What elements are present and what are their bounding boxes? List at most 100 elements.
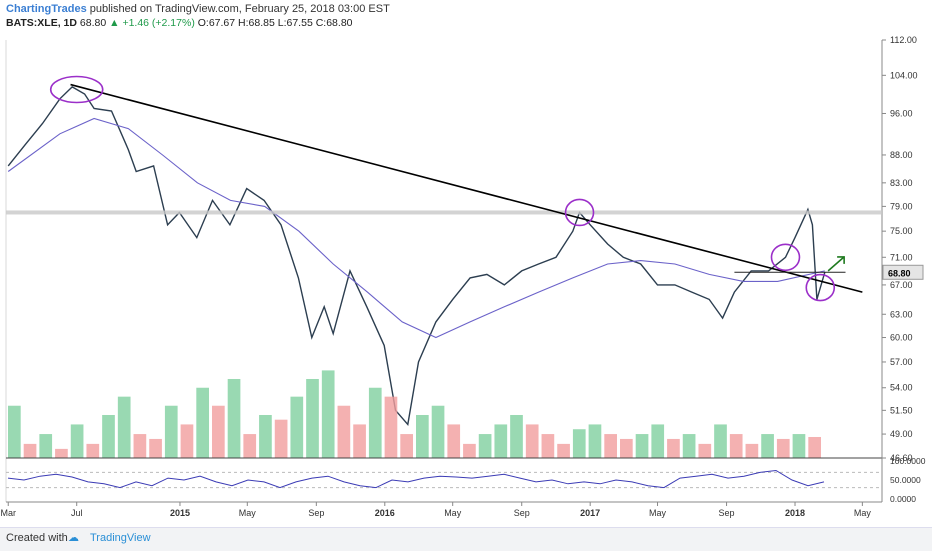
price-line: [7, 86, 826, 426]
volume-bar: [494, 424, 508, 458]
volume-bar: [353, 424, 366, 458]
y-tick-label: 60.00: [890, 333, 913, 343]
price-chart[interactable]: 112.00 104.00 96.00 88.00 83.00 79.00 75.00 71.…: [0, 0, 932, 527]
highlight-circle: [49, 75, 104, 104]
volume-bar: [196, 387, 209, 458]
up-arrow-icon: ▲: [109, 17, 120, 29]
y-tick-label: 49.00: [890, 429, 913, 439]
volume-bar: [164, 405, 178, 458]
x-tick-label: Sep: [719, 508, 735, 518]
volume-bar: [776, 438, 790, 458]
y-tick-label: 83.00: [890, 178, 913, 188]
rsi-pane[interactable]: [6, 457, 882, 489]
y-tick-label: 79.00: [890, 201, 913, 211]
y-tick-label: 71.00: [890, 252, 913, 262]
volume-bar: [682, 434, 696, 458]
volume-bar: [431, 405, 445, 458]
descending-trendline: [70, 83, 863, 293]
author-link[interactable]: ChartingTrades: [6, 3, 87, 15]
volume-bar: [384, 396, 398, 458]
x-tick-label: Sep: [514, 508, 530, 518]
symbol-ticker[interactable]: BATS:XLE, 1D: [6, 17, 77, 29]
x-tick-label: May: [854, 508, 872, 518]
y-tick-label: 63.00: [890, 309, 913, 319]
volume-bar: [23, 443, 37, 458]
rsi-tick-label: 50.0000: [890, 475, 921, 485]
volume-bar: [463, 443, 476, 458]
x-tick-label: 2017: [580, 508, 600, 518]
annotations: [6, 75, 882, 302]
volume-bar: [212, 405, 225, 458]
volume-bar: [180, 424, 194, 458]
x-tick-label: May: [444, 508, 462, 518]
tradingview-brand-link[interactable]: TradingView: [90, 532, 151, 544]
created-with-text: Created with: [6, 532, 68, 544]
x-tick-label: 2015: [170, 508, 190, 518]
x-axis[interactable]: Mar Jul 2015 May Sep 2016 May Sep 2017 May Sep 2018…: [0, 501, 882, 518]
y-tick-label: 54.00: [890, 383, 913, 393]
current-price-label: 68.80: [888, 268, 911, 278]
ohlc-close: C:68.80: [315, 17, 353, 29]
volume-bar: [541, 434, 555, 458]
volume-bar: [604, 434, 617, 458]
rsi-tick-label: 100.0000: [890, 456, 926, 466]
highlight-circle: [770, 243, 801, 272]
current-price-tag: [882, 264, 924, 280]
y-tick-label: 104.00: [890, 70, 918, 80]
footer-bar: Created with ☁ TradingView: [0, 527, 932, 551]
volume-bar: [510, 414, 523, 458]
x-tick-label: 2016: [375, 508, 395, 518]
volume-bar: [416, 414, 429, 458]
volume-bar: [651, 424, 665, 458]
volume-bar: [635, 434, 649, 458]
volume-bar: [102, 414, 115, 458]
rsi-tick-label: 0.0000: [890, 494, 916, 504]
highlight-circle: [564, 198, 595, 227]
x-tick-label: Sep: [308, 508, 324, 518]
volume-bar: [557, 443, 570, 458]
volume-bar: [321, 370, 335, 458]
volume-bar: [290, 396, 304, 458]
volume-bar: [227, 378, 241, 458]
volume-bar: [149, 438, 162, 458]
up-arrow-head-icon: [837, 256, 845, 264]
y-tick-label: 88.00: [890, 150, 913, 160]
y-tick-label: 46.60: [890, 453, 913, 463]
x-tick-label: Mar: [0, 508, 16, 518]
price-change: +1.46 (+2.17%): [122, 17, 195, 29]
volume-bar: [698, 443, 712, 458]
volume-bar: [620, 438, 633, 458]
volume-bar: [714, 424, 727, 458]
x-tick-label: May: [649, 508, 667, 518]
highlight-circle: [805, 273, 836, 302]
y-tick-label: 96.00: [890, 108, 913, 118]
symbol-legend: BATS:XLE, 1D 68.80 ▲ +1.46 (+2.17%) O:67…: [6, 17, 353, 29]
tradingview-cloud-icon[interactable]: ☁: [68, 532, 79, 544]
y-axis[interactable]: 112.00 104.00 96.00 88.00 83.00 79.00 75.00 71.…: [881, 35, 926, 504]
volume-bar: [117, 396, 131, 458]
y-tick-label: 57.00: [890, 357, 913, 367]
volume-bar: [39, 434, 53, 458]
last-price: 68.80: [79, 17, 107, 29]
price-pane[interactable]: [5, 40, 826, 502]
volume-bar: [86, 443, 100, 458]
publish-header: ChartingTrades published on TradingView.…: [6, 2, 390, 17]
x-tick-label: May: [239, 508, 257, 518]
volume-bar: [243, 434, 257, 458]
y-tick-label: 75.00: [890, 226, 913, 236]
volume-bar: [8, 405, 21, 458]
volume-bar: [525, 424, 539, 458]
volume-bar: [259, 414, 272, 458]
volume-bar: [761, 434, 774, 458]
rsi-line: [7, 469, 825, 489]
volume-bar: [447, 424, 461, 458]
x-tick-label: Jul: [71, 508, 83, 518]
volume-bar: [745, 443, 759, 458]
y-tick-label: 67.00: [890, 280, 913, 290]
volume-bar: [368, 387, 382, 458]
resistance-band: [6, 210, 882, 215]
publish-info: published on TradingView.com, February 2…: [89, 3, 390, 15]
volume-bar: [792, 434, 806, 458]
ohlc-low: L:67.55: [277, 17, 313, 29]
ohlc-high: H:68.85: [238, 17, 275, 29]
